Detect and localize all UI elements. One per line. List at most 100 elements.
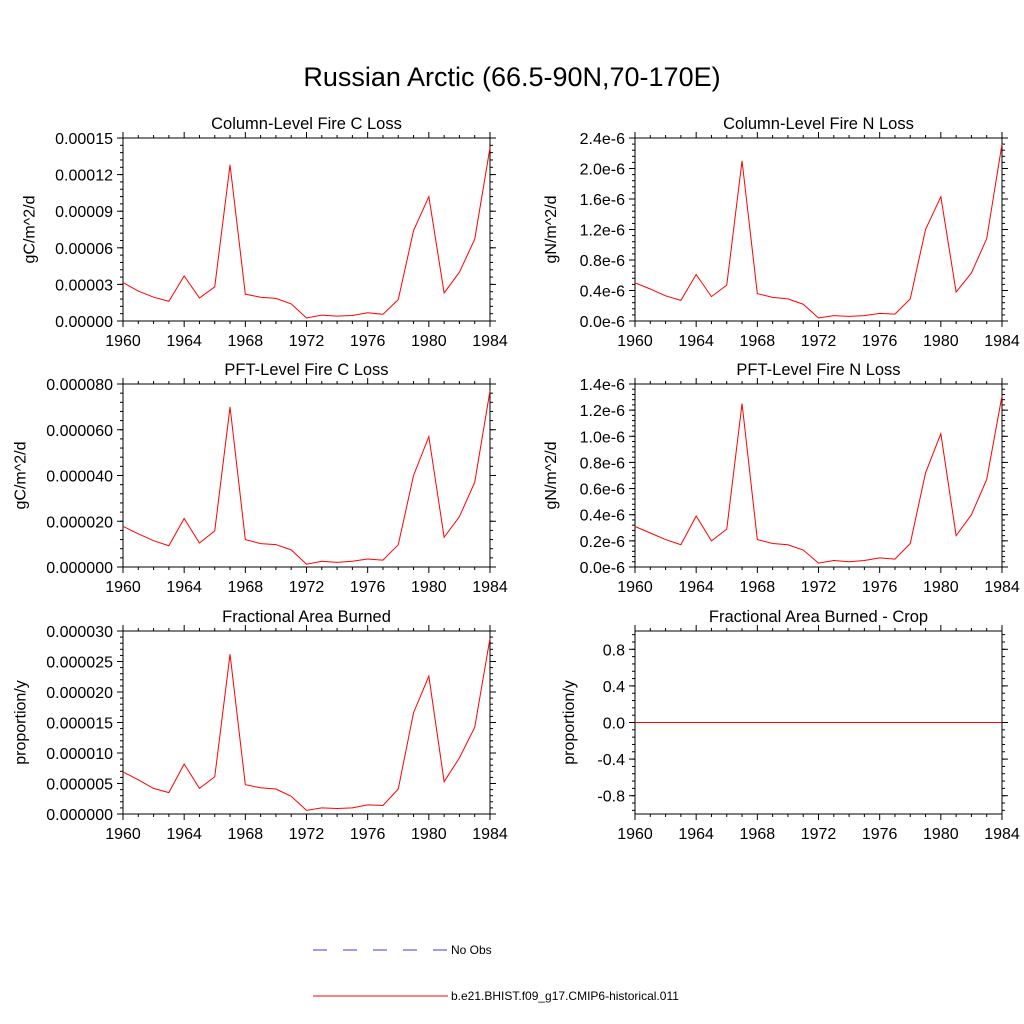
y-tick-label: 0.000015 — [46, 716, 113, 733]
y-tick-label: 0.0e-6 — [580, 560, 625, 577]
x-tick-label: 1980 — [411, 826, 447, 843]
y-tick-label: 0.00000 — [55, 314, 113, 331]
y-tick-label: 0.8e-6 — [580, 455, 625, 472]
y-axis-label: gC/m^2/d — [12, 442, 29, 510]
y-tick-label: 0.8 — [603, 642, 625, 659]
x-tick-label: 1976 — [862, 826, 898, 843]
x-tick-label: 1960 — [105, 579, 141, 596]
y-tick-label: 0.00003 — [55, 277, 113, 294]
x-tick-label: 1964 — [166, 579, 202, 596]
y-tick-label: 0.000000 — [46, 560, 113, 577]
x-tick-label: 1964 — [166, 333, 202, 350]
y-tick-label: 0.000020 — [46, 514, 113, 531]
page-title: Russian Arctic (66.5-90N,70-170E) — [303, 62, 721, 92]
y-tick-label: 0.0e-6 — [580, 314, 625, 331]
panel-title: PFT-Level Fire N Loss — [736, 361, 900, 379]
panel-title: Fractional Area Burned — [222, 608, 391, 626]
y-tick-label: 0.000030 — [46, 624, 113, 641]
legend-model-label: b.e21.BHIST.f09_g17.CMIP6-historical.011 — [451, 989, 679, 1003]
y-tick-label: 0.2e-6 — [580, 534, 625, 551]
panel-pft-fire-n: 1960 1964 1968 1972 1976 1980 1984 0.0e-6 0.2e-6… — [543, 361, 1020, 596]
y-tick-label: 1.2e-6 — [580, 403, 625, 420]
plot-frame — [122, 137, 491, 322]
y-tick-label: 0.4e-6 — [580, 508, 625, 525]
x-tick-label: 1968 — [228, 333, 264, 350]
panel-col-fire-c: 1960 1964 1968 1972 1976 1980 1984 0.00000 0.000… — [22, 115, 508, 350]
y-tick-label: 0.000000 — [46, 807, 113, 824]
y-axis-label: gN/m^2/d — [543, 442, 560, 510]
legend-obs-label: No Obs — [451, 943, 492, 957]
x-tick-label: 1960 — [617, 333, 653, 350]
y-tick-label: 0.000040 — [46, 469, 113, 486]
x-tick-label: 1960 — [105, 333, 141, 350]
y-tick-label: 0.000020 — [46, 685, 113, 702]
y-tick-label: 0.00009 — [55, 204, 113, 221]
panel-title: Fractional Area Burned - Crop — [709, 608, 928, 626]
x-tick-label: 1972 — [289, 579, 325, 596]
y-tick-label: 1.0e-6 — [580, 429, 625, 446]
x-tick-label: 1984 — [984, 579, 1020, 596]
y-tick-label: 1.6e-6 — [580, 192, 625, 209]
panel-title: Column-Level Fire N Loss — [723, 115, 914, 133]
y-axis-label: proportion/y — [561, 680, 578, 765]
x-tick-label: 1984 — [984, 333, 1020, 350]
y-tick-label: 0.00015 — [55, 131, 113, 148]
x-tick-label: 1980 — [411, 579, 447, 596]
series-line — [122, 638, 491, 811]
y-tick-label: -0.8 — [597, 789, 625, 806]
x-tick-label: 1980 — [923, 579, 959, 596]
x-tick-label: 1960 — [617, 579, 653, 596]
panel-title: PFT-Level Fire C Loss — [224, 361, 388, 379]
x-tick-label: 1968 — [740, 333, 776, 350]
x-tick-label: 1972 — [801, 826, 837, 843]
y-tick-label: 0.000005 — [46, 777, 113, 794]
x-tick-label: 1980 — [411, 333, 447, 350]
x-tick-label: 1980 — [923, 333, 959, 350]
x-tick-label: 1960 — [617, 826, 653, 843]
y-tick-label: 0.00012 — [55, 168, 113, 185]
panel-col-fire-n: 1960 1964 1968 1972 1976 1980 1984 0.0e-6 0.4e-6… — [543, 115, 1020, 350]
y-tick-label: 0.000025 — [46, 655, 113, 672]
y-tick-label: 0.4e-6 — [580, 284, 625, 301]
x-tick-label: 1968 — [228, 579, 264, 596]
x-tick-label: 1976 — [350, 579, 386, 596]
y-tick-label: 0.000060 — [46, 423, 113, 440]
series-line — [122, 390, 491, 565]
x-tick-label: 1984 — [984, 826, 1020, 843]
panel-frac-area-burned-crop: 1960 1964 1968 1972 1976 1980 1984 -0.8 -0.4 0.0 0… — [561, 608, 1020, 843]
y-axis-label: gC/m^2/d — [22, 196, 39, 264]
y-tick-label: 2.4e-6 — [580, 131, 625, 148]
x-tick-label: 1976 — [862, 333, 898, 350]
x-tick-label: 1972 — [289, 826, 325, 843]
y-tick-label: 2.0e-6 — [580, 162, 625, 179]
panel-group: 1960 1964 1968 1972 1976 1980 1984 0.00000 0.000… — [12, 115, 1019, 843]
x-tick-label: 1968 — [740, 579, 776, 596]
y-tick-label: 0.8e-6 — [580, 253, 625, 270]
y-tick-label: 0.000080 — [46, 377, 113, 394]
y-tick-label: -0.4 — [597, 752, 625, 769]
x-tick-label: 1984 — [472, 333, 508, 350]
y-tick-label: 0.00006 — [55, 241, 113, 258]
x-tick-label: 1972 — [289, 333, 325, 350]
x-tick-label: 1984 — [472, 579, 508, 596]
x-tick-label: 1964 — [678, 333, 714, 350]
series-line — [122, 147, 491, 319]
panel-title: Column-Level Fire C Loss — [211, 115, 402, 133]
panel-frac-area-burned: 1960 1964 1968 1972 1976 1980 1984 0.000000 0.00… — [12, 608, 507, 843]
y-tick-label: 0.000010 — [46, 746, 113, 763]
series-line — [634, 395, 1003, 564]
x-tick-label: 1976 — [350, 333, 386, 350]
y-tick-label: 1.2e-6 — [580, 223, 625, 240]
y-tick-label: 1.4e-6 — [580, 377, 625, 394]
x-tick-label: 1964 — [678, 826, 714, 843]
x-tick-label: 1980 — [923, 826, 959, 843]
x-tick-label: 1968 — [228, 826, 264, 843]
series-line — [634, 144, 1003, 319]
x-tick-label: 1976 — [862, 579, 898, 596]
x-tick-label: 1964 — [166, 826, 202, 843]
y-axis-label: gN/m^2/d — [543, 196, 560, 264]
y-tick-label: 0.4 — [603, 679, 625, 696]
y-axis-label: proportion/y — [12, 680, 29, 765]
x-tick-label: 1976 — [350, 826, 386, 843]
y-tick-label: 0.6e-6 — [580, 482, 625, 499]
